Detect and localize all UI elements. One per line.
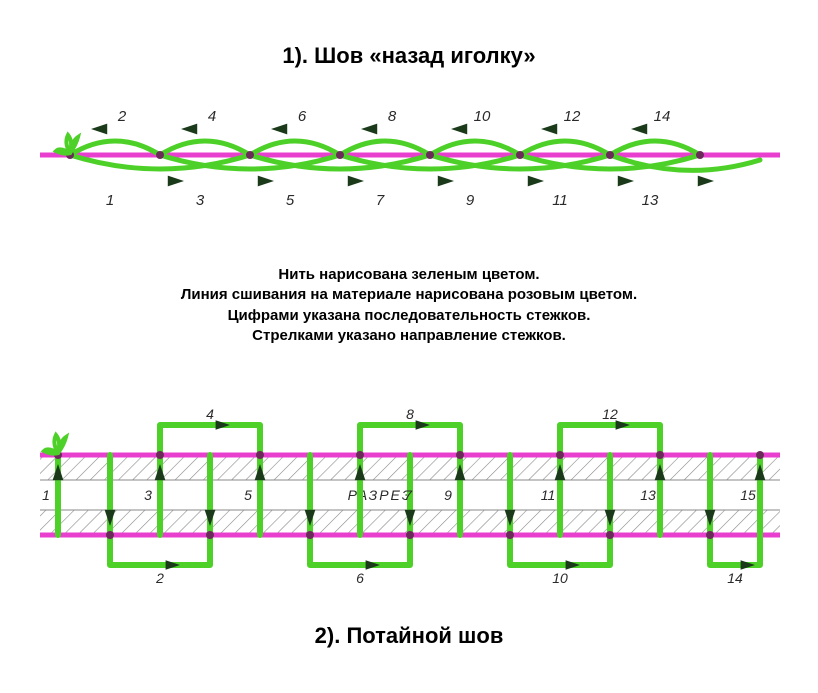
svg-text:11: 11 bbox=[541, 487, 556, 503]
svg-text:15: 15 bbox=[740, 487, 756, 503]
title-2: 2). Потайной шов bbox=[0, 623, 818, 649]
diagram-blindstitch: РАЗРЕЗ481226101413579111315 bbox=[0, 400, 818, 620]
svg-text:8: 8 bbox=[388, 108, 397, 125]
diagram-backstitch: 2468101214135791113 bbox=[0, 90, 818, 220]
svg-text:5: 5 bbox=[286, 192, 295, 209]
svg-text:6: 6 bbox=[356, 570, 364, 586]
svg-text:3: 3 bbox=[144, 487, 152, 503]
legend-line-2: Линия сшивания на материале нарисована р… bbox=[0, 285, 818, 305]
svg-text:14: 14 bbox=[654, 108, 671, 125]
svg-text:13: 13 bbox=[642, 192, 659, 209]
svg-text:8: 8 bbox=[406, 406, 414, 422]
svg-text:2: 2 bbox=[117, 108, 127, 125]
legend-block: Нить нарисована зеленым цветом. Линия сш… bbox=[0, 265, 818, 346]
svg-text:2: 2 bbox=[155, 570, 164, 586]
svg-text:12: 12 bbox=[564, 108, 581, 125]
svg-text:13: 13 bbox=[640, 487, 656, 503]
svg-text:14: 14 bbox=[727, 570, 743, 586]
legend-line-4: Стрелками указано направление стежков. bbox=[0, 326, 818, 346]
svg-text:1: 1 bbox=[42, 487, 50, 503]
svg-text:10: 10 bbox=[474, 108, 491, 125]
svg-text:1: 1 bbox=[106, 192, 114, 209]
title-1: 1). Шов «назад иголку» bbox=[0, 43, 818, 69]
legend-line-3: Цифрами указана последовательность стежк… bbox=[0, 306, 818, 326]
svg-text:9: 9 bbox=[466, 192, 475, 209]
svg-text:11: 11 bbox=[552, 192, 568, 209]
svg-text:5: 5 bbox=[244, 487, 252, 503]
svg-text:12: 12 bbox=[602, 406, 618, 422]
svg-text:4: 4 bbox=[208, 108, 216, 125]
svg-text:7: 7 bbox=[404, 487, 413, 503]
svg-text:4: 4 bbox=[206, 406, 214, 422]
legend-line-1: Нить нарисована зеленым цветом. bbox=[0, 265, 818, 285]
svg-text:10: 10 bbox=[552, 570, 568, 586]
svg-text:3: 3 bbox=[196, 192, 205, 209]
svg-text:9: 9 bbox=[444, 487, 452, 503]
svg-text:6: 6 bbox=[298, 108, 307, 125]
svg-text:7: 7 bbox=[376, 192, 385, 209]
